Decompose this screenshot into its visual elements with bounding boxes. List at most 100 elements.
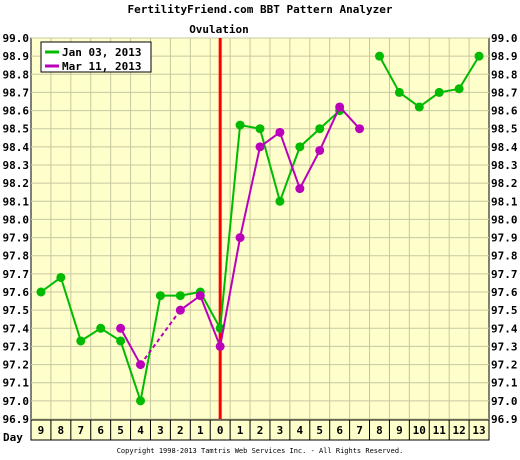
series-2-segment	[278, 132, 301, 189]
copyright-text: Copyright 1998-2013 Tamtris Web Services…	[117, 447, 404, 455]
series-1-point	[116, 336, 126, 346]
y-tick-label-left: 97.6	[3, 286, 30, 299]
y-tick-label-right: 98.0	[491, 213, 518, 226]
series-2-point	[175, 305, 185, 315]
x-tick-label: 5	[316, 424, 323, 437]
y-tick-label-left: 97.9	[3, 232, 30, 245]
series-1-point	[434, 87, 444, 97]
y-tick-label-right: 97.4	[491, 322, 518, 335]
y-tick-label-left: 98.9	[3, 50, 30, 63]
series-1-point	[235, 120, 245, 130]
series-2-point	[235, 233, 245, 243]
series-1-segment	[59, 277, 82, 342]
series-2-point	[136, 360, 146, 370]
y-tick-label-right: 98.7	[491, 86, 518, 99]
y-tick-label-right: 97.5	[491, 304, 518, 317]
series-2-segment	[119, 327, 142, 366]
series-2-dashed-segment	[139, 309, 182, 366]
y-tick-label-left: 97.0	[3, 395, 30, 408]
y-tick-label-right: 98.1	[491, 195, 518, 208]
series-1-point	[36, 287, 46, 297]
series-2-segment	[298, 150, 321, 190]
series-1-point	[175, 291, 185, 301]
y-tick-label-left: 98.6	[3, 105, 30, 118]
series-2-point	[315, 145, 325, 155]
series-1-point	[394, 87, 404, 97]
series-1-point	[474, 51, 484, 61]
y-tick-label-left: 96.9	[3, 413, 30, 426]
y-tick-label-left: 99.0	[3, 32, 30, 45]
y-tick-label-left: 98.1	[3, 195, 30, 208]
series-1-segment	[259, 128, 281, 202]
x-tick-label: 6	[336, 424, 343, 437]
y-tick-label-right: 97.3	[491, 340, 518, 353]
series-1-segment	[219, 124, 242, 329]
y-tick-label-right: 98.9	[491, 50, 518, 63]
series-1-segment	[278, 146, 301, 202]
x-tick-label: 11	[433, 424, 447, 437]
series-1-point	[454, 84, 464, 94]
y-tick-label-left: 97.5	[3, 304, 30, 317]
series-1-point	[76, 336, 86, 346]
y-tick-label-left: 97.2	[3, 359, 30, 372]
series-2-point	[215, 341, 225, 351]
y-tick-label-right: 97.0	[491, 395, 518, 408]
y-tick-label-right: 98.3	[491, 159, 518, 172]
series-2-segment	[219, 237, 242, 347]
x-tick-label: 10	[413, 424, 426, 437]
y-tick-label-left: 98.7	[3, 86, 30, 99]
y-tick-label-left: 98.2	[3, 177, 30, 190]
series-1-point	[136, 396, 146, 406]
series-2-point	[195, 291, 205, 301]
series-1-point	[56, 272, 66, 282]
series-1	[36, 51, 484, 406]
series-1-segment	[139, 295, 162, 402]
y-tick-label-right: 98.6	[491, 105, 518, 118]
x-tick-label: 12	[453, 424, 466, 437]
x-tick-label: 1	[197, 424, 204, 437]
series-2-point	[355, 124, 365, 134]
series-1-point	[255, 124, 265, 134]
x-tick-label: 13	[472, 424, 485, 437]
chart-title: FertilityFriend.com BBT Pattern Analyzer	[128, 3, 393, 16]
series-1-segment	[378, 55, 401, 93]
x-tick-label: 7	[77, 424, 84, 437]
y-tick-label-right: 97.7	[491, 268, 518, 281]
series-1-point	[155, 291, 165, 301]
x-tick-label: 7	[356, 424, 363, 437]
series-1-point	[414, 102, 424, 112]
y-tick-label-left: 97.7	[3, 268, 30, 281]
x-tick-label: 9	[396, 424, 403, 437]
series-1-point	[275, 196, 285, 206]
x-tick-label: 8	[58, 424, 65, 437]
y-tick-label-right: 98.5	[491, 123, 518, 136]
x-tick-label: 3	[157, 424, 164, 437]
series-1-point	[295, 142, 305, 152]
legend-label: Mar 11, 2013	[62, 60, 141, 73]
y-tick-label-right: 97.8	[491, 250, 518, 263]
y-tick-label-left: 97.1	[3, 377, 30, 390]
series-2	[116, 102, 365, 370]
y-tick-label-right: 98.4	[491, 141, 518, 154]
x-tick-label: 0	[217, 424, 224, 437]
series-2-segment	[338, 106, 361, 130]
y-tick-label-left: 97.4	[3, 322, 30, 335]
x-tick-label: 4	[297, 424, 304, 437]
y-tick-label-right: 98.8	[491, 68, 518, 81]
x-axis-band	[30, 419, 490, 441]
series-2-point	[335, 102, 345, 112]
y-tick-label-left: 98.4	[3, 141, 30, 154]
y-tick-label-right: 98.2	[491, 177, 518, 190]
y-tick-label-right: 97.9	[491, 232, 518, 245]
y-tick-label-left: 97.3	[3, 340, 30, 353]
x-tick-label: 6	[97, 424, 104, 437]
series-2-point	[295, 184, 305, 194]
y-tick-label-left: 97.8	[3, 250, 30, 263]
x-tick-label: 9	[38, 424, 45, 437]
series-1-point	[96, 323, 106, 333]
plot-area	[30, 37, 490, 420]
series-2-point	[275, 127, 285, 137]
x-tick-label: 2	[177, 424, 184, 437]
